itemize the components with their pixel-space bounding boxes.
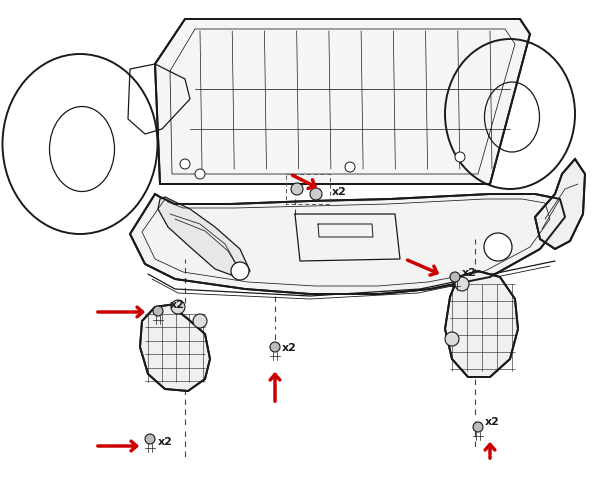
Circle shape [231,263,249,281]
Text: x2: x2 [485,416,500,426]
Polygon shape [445,272,518,377]
Circle shape [270,342,280,352]
Circle shape [153,307,163,316]
Circle shape [473,422,483,432]
Circle shape [445,332,459,346]
Polygon shape [130,194,565,295]
Circle shape [291,184,303,195]
Polygon shape [158,197,250,280]
Circle shape [455,278,469,292]
Text: x2: x2 [462,268,477,278]
Circle shape [455,153,465,163]
Text: x2: x2 [282,342,297,352]
Polygon shape [535,160,585,249]
Circle shape [310,188,322,200]
Polygon shape [140,305,210,391]
Circle shape [195,170,205,180]
Circle shape [171,301,185,314]
Polygon shape [155,20,530,185]
Text: x2: x2 [170,300,185,310]
Text: x2: x2 [332,187,347,196]
Circle shape [193,314,207,328]
Text: x2: x2 [158,436,173,446]
Circle shape [484,233,512,262]
Circle shape [450,273,460,283]
Circle shape [345,163,355,173]
Circle shape [180,160,190,170]
Circle shape [145,434,155,444]
